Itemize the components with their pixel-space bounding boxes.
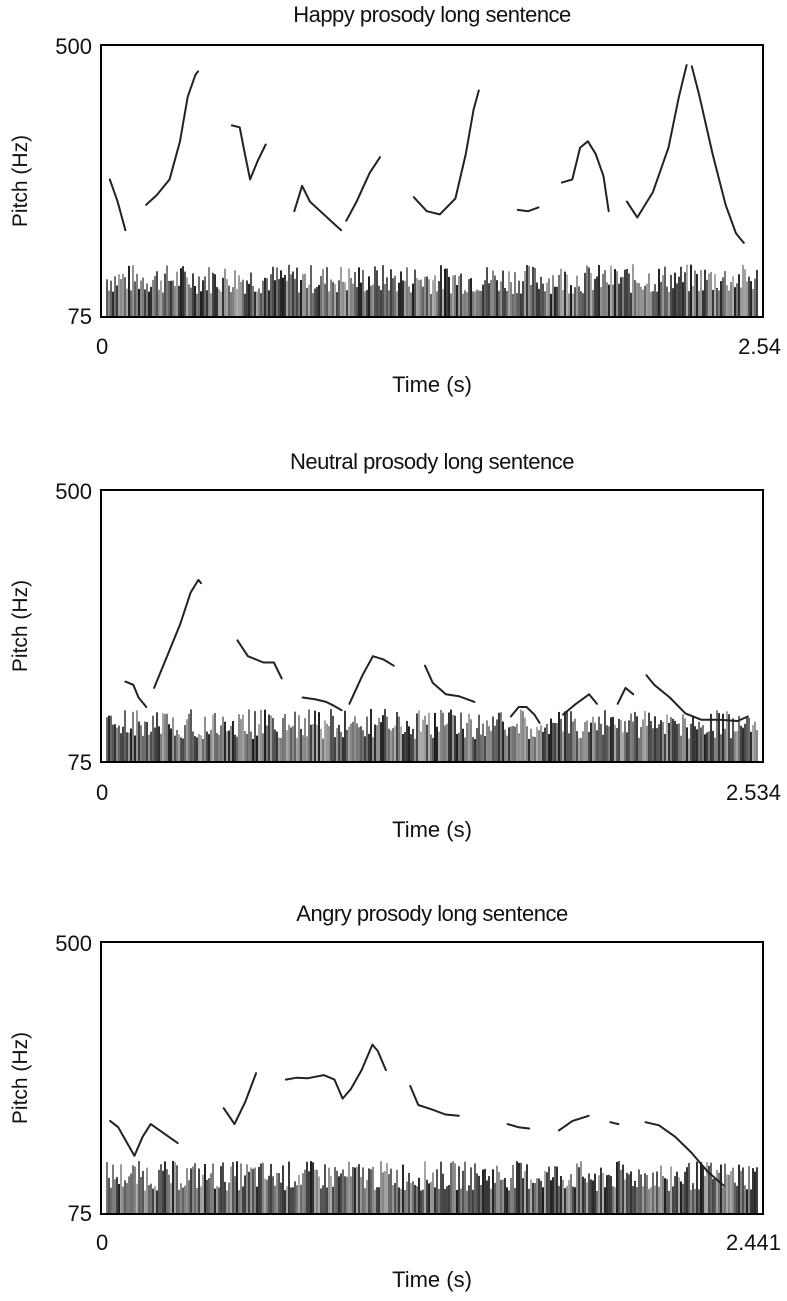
y-axis-label: Pitch (Hz): [9, 579, 32, 673]
y-tick-max: 500: [55, 479, 92, 504]
pitch-contour-6: [424, 664, 476, 703]
plot-area: [100, 44, 764, 318]
y-axis-label-wrap: Pitch (Hz): [6, 489, 36, 763]
pitch-contour-8: [562, 693, 598, 716]
pitch-contour-8: [560, 140, 610, 213]
pitch-contour-1: [108, 178, 127, 232]
pitch-contour-1: [124, 680, 148, 708]
pitch-contour-2: [153, 578, 202, 689]
y-tick-max: 500: [55, 931, 92, 956]
pitch-plot: [106, 578, 758, 761]
pitch-contour-8: [644, 1121, 725, 1187]
y-axis-label-wrap: Pitch (Hz): [6, 941, 36, 1215]
pitch-contour-10: [645, 674, 749, 722]
pitch-contour-7: [516, 206, 540, 213]
plot-area: [100, 941, 764, 1215]
pitch-contour-1: [109, 1119, 179, 1157]
pitch-contour-10: [690, 65, 745, 244]
pitch-contour-2: [222, 1072, 258, 1126]
pitch-contour-4: [301, 696, 343, 712]
pitch-contour-5: [506, 1123, 531, 1130]
pitch-contour-3: [236, 639, 283, 680]
x-axis-label: Time (s): [392, 372, 472, 397]
y-tick-min: 75: [67, 750, 92, 775]
x-tick-min: 0: [96, 334, 109, 359]
x-axis-label: Time (s): [392, 817, 472, 842]
y-tick-min: 75: [67, 304, 92, 329]
spectrogram-band: [106, 264, 758, 316]
pitch-contour-3: [284, 1043, 387, 1100]
pitch-contour-7: [509, 706, 541, 724]
x-tick-min: 0: [96, 780, 109, 805]
x-tick-max: 2.441: [725, 1230, 781, 1255]
spectrogram-band: [106, 1161, 758, 1213]
x-tick-min: 0: [96, 1230, 109, 1255]
chart-title: Angry prosody long sentence: [296, 901, 568, 926]
pitch-contour-7: [609, 1121, 620, 1126]
pitch-contour-6: [557, 1114, 590, 1132]
y-axis-label: Pitch (Hz): [9, 1031, 32, 1125]
spectrogram-band: [106, 709, 758, 761]
chart-title: Happy prosody long sentence: [293, 2, 571, 27]
pitch-contour-5: [345, 156, 381, 222]
chart-title: Neutral prosody long sentence: [290, 449, 574, 474]
pitch-contour-2: [145, 70, 200, 206]
pitch-contour-9: [625, 64, 688, 219]
y-axis-label-wrap: Pitch (Hz): [6, 44, 36, 318]
y-tick-max: 500: [55, 34, 92, 59]
x-axis-label: Time (s): [392, 1267, 472, 1292]
pitch-contour-9: [616, 686, 635, 705]
x-tick-max: 2.54: [738, 334, 781, 359]
y-tick-min: 75: [67, 1201, 92, 1226]
pitch-contour-3: [230, 124, 267, 181]
pitch-contour-5: [348, 655, 395, 705]
pitch-contour-6: [412, 89, 480, 216]
plot-area: [100, 489, 764, 763]
x-tick-max: 2.534: [725, 780, 781, 805]
y-axis-label: Pitch (Hz): [9, 134, 32, 228]
pitch-plot: [106, 64, 758, 316]
pitch-contour-4: [293, 184, 343, 232]
pitch-plot: [106, 1043, 758, 1213]
pitch-contour-4: [409, 1084, 460, 1117]
